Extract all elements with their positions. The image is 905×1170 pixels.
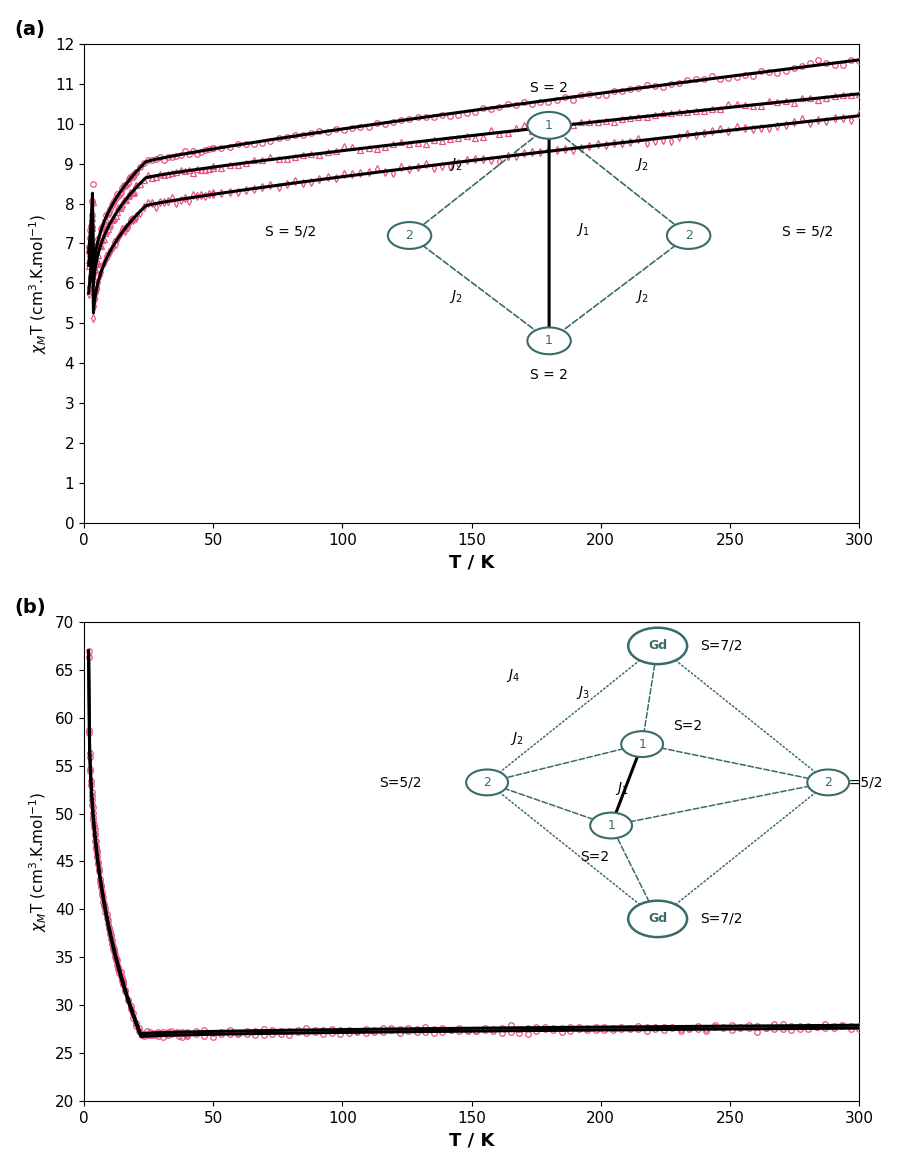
- Text: 2: 2: [685, 229, 692, 242]
- Text: $J_4$: $J_4$: [507, 667, 520, 684]
- Text: $J_2$: $J_2$: [510, 730, 524, 746]
- Text: S=2: S=2: [580, 851, 609, 865]
- Circle shape: [528, 328, 571, 355]
- Circle shape: [667, 222, 710, 249]
- Text: S = 5/2: S = 5/2: [782, 225, 833, 239]
- Text: Gd: Gd: [648, 640, 667, 653]
- Text: S=5/2: S=5/2: [840, 776, 882, 790]
- Text: 1: 1: [607, 819, 615, 832]
- Text: $J_1$: $J_1$: [576, 221, 590, 239]
- Circle shape: [807, 770, 849, 796]
- Text: 1: 1: [545, 335, 553, 347]
- Text: $J_2$: $J_2$: [449, 288, 462, 305]
- Circle shape: [528, 112, 571, 139]
- Text: S=7/2: S=7/2: [700, 911, 743, 925]
- Text: 1: 1: [638, 737, 646, 751]
- Text: $J_2$: $J_2$: [635, 288, 649, 305]
- Y-axis label: $\chi$$_M$T (cm$^3$.K.mol$^{-1}$): $\chi$$_M$T (cm$^3$.K.mol$^{-1}$): [28, 213, 50, 353]
- Text: S = 2: S = 2: [530, 81, 568, 95]
- Text: Gd: Gd: [648, 913, 667, 925]
- Circle shape: [628, 628, 687, 665]
- Text: S = 2: S = 2: [530, 369, 568, 383]
- Text: $J_1$: $J_1$: [615, 780, 629, 797]
- Text: S=7/2: S=7/2: [700, 639, 743, 653]
- X-axis label: T / K: T / K: [449, 1131, 494, 1149]
- Text: $J_3$: $J_3$: [576, 684, 590, 701]
- Text: (b): (b): [14, 598, 46, 618]
- Text: S=5/2: S=5/2: [378, 776, 421, 790]
- Circle shape: [621, 731, 663, 757]
- Text: (a): (a): [14, 20, 45, 39]
- Text: $J_2$: $J_2$: [449, 157, 462, 173]
- Text: 2: 2: [824, 776, 832, 789]
- Text: 2: 2: [405, 229, 414, 242]
- Text: S=2: S=2: [673, 718, 702, 732]
- Circle shape: [590, 813, 632, 839]
- Text: S = 5/2: S = 5/2: [265, 225, 317, 239]
- Y-axis label: $\chi$$_M$T (cm$^3$.K.mol$^{-1}$): $\chi$$_M$T (cm$^3$.K.mol$^{-1}$): [28, 791, 49, 931]
- Text: $J_2$: $J_2$: [635, 157, 649, 173]
- Text: 1: 1: [545, 119, 553, 132]
- Text: 2: 2: [483, 776, 491, 789]
- Circle shape: [466, 770, 508, 796]
- Circle shape: [388, 222, 432, 249]
- Circle shape: [628, 901, 687, 937]
- X-axis label: T / K: T / K: [449, 553, 494, 571]
